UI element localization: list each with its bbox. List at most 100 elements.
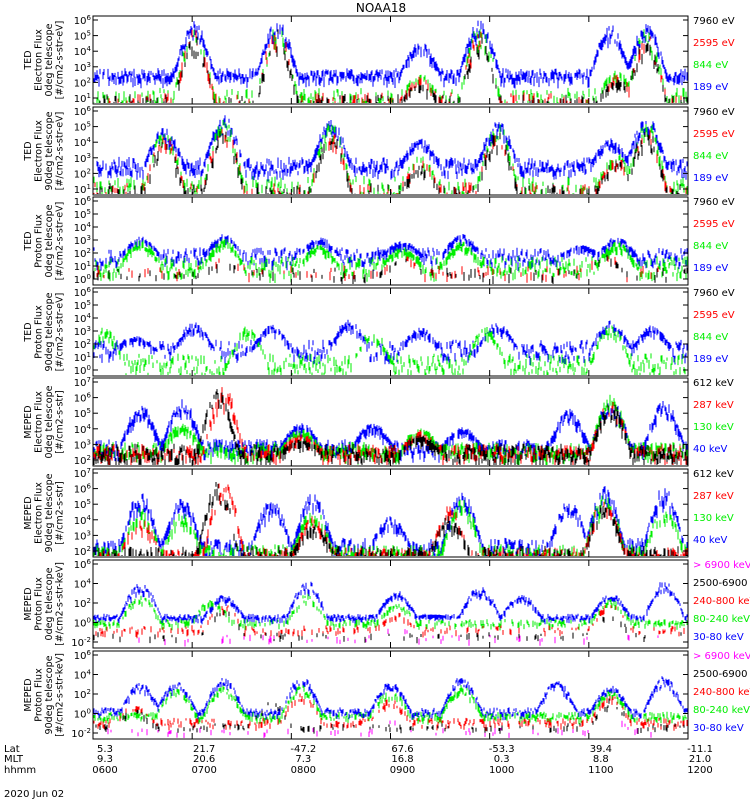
y-axis-label-line: Proton Flux bbox=[34, 214, 45, 268]
axis-lat-value: -47.2 bbox=[290, 744, 316, 755]
legend-entry: 130 keV bbox=[693, 422, 734, 433]
legend: 7960 eV 2595 eV 844 eV 189 eV bbox=[693, 16, 735, 93]
y-axis-label-line: Proton Flux bbox=[34, 305, 45, 359]
y-tick-label: 106 bbox=[74, 649, 92, 662]
y-axis-label: TEDElectron Flux0deg telescope[#/cm2-s-s… bbox=[23, 21, 66, 100]
y-tick-label: 102 bbox=[74, 338, 91, 351]
legend-entry: 189 eV bbox=[693, 173, 728, 184]
y-tick-label: 101 bbox=[74, 92, 91, 105]
y-tick-label: 104 bbox=[74, 578, 92, 591]
axis-lat-value: -53.3 bbox=[489, 744, 515, 755]
legend-entry: 287 keV bbox=[693, 400, 734, 411]
legend-entry: 240-800 keV bbox=[693, 687, 750, 698]
y-tick-label: 104 bbox=[74, 514, 92, 527]
axis-hhmm-value: 1100 bbox=[588, 765, 613, 776]
y-tick-label: 100 bbox=[74, 273, 91, 286]
series-0 bbox=[92, 676, 688, 721]
legend: > 6900 keV 2500-6900 240-800 keV 80-240 keV… bbox=[693, 651, 750, 734]
y-axis-label-line: 90deg telescope bbox=[44, 655, 55, 734]
y-tick-label: 102 bbox=[74, 545, 91, 558]
series-trace bbox=[93, 254, 688, 284]
y-tick-label: 10-2 bbox=[71, 636, 91, 649]
y-tick-label: 107 bbox=[74, 467, 91, 480]
y-axis-label-line: 90deg telescope bbox=[44, 111, 55, 190]
y-tick-label: 103 bbox=[74, 438, 91, 451]
series-0 bbox=[96, 115, 688, 182]
panel-meped-p-90: 10-2 100 102 104 106 MEPEDProton Flux90deg te… bbox=[23, 649, 750, 740]
y-axis-label: TEDProton Flux0deg telescope[#/cm2-s-str… bbox=[23, 202, 66, 281]
legend-entry: 7960 eV bbox=[693, 288, 735, 299]
y-axis-label-line: 90deg telescope bbox=[44, 473, 55, 552]
legend: 7960 eV 2595 eV 844 eV 189 eV bbox=[693, 197, 735, 274]
y-tick-label: 103 bbox=[74, 529, 91, 542]
series-2 bbox=[96, 256, 659, 283]
y-axis-label-line: 0deg telescope bbox=[44, 385, 55, 458]
legend: 7960 eV 2595 eV 844 eV 189 eV bbox=[693, 288, 735, 365]
series-1 bbox=[93, 29, 688, 103]
y-axis-label-line: 0deg telescope bbox=[44, 567, 55, 640]
y-tick-label: 106 bbox=[74, 392, 92, 405]
series-4 bbox=[107, 720, 652, 738]
series-1 bbox=[93, 325, 686, 375]
y-tick-label: 104 bbox=[74, 312, 92, 325]
y-tick-label: 105 bbox=[74, 30, 91, 43]
y-axis-label-line: Electron Flux bbox=[34, 120, 45, 182]
axis-hhmm-value: 1200 bbox=[687, 765, 712, 776]
axis-mlt-value: 9.3 bbox=[97, 754, 113, 765]
y-tick-label: 103 bbox=[74, 234, 91, 247]
y-tick-label: 106 bbox=[74, 483, 92, 496]
axis-lat-value: -11.1 bbox=[687, 744, 713, 755]
series-trace bbox=[138, 628, 659, 647]
axis-mlt-value: 7.3 bbox=[295, 754, 311, 765]
y-axis-label-line: [#/cm2-s-str-eV] bbox=[55, 202, 66, 281]
y-axis-label: MEPEDElectron Flux0deg telescope[#/cm2-s… bbox=[23, 385, 66, 458]
y-axis-label-line: MEPED bbox=[23, 678, 34, 711]
axis-lat-value: 39.4 bbox=[590, 744, 612, 755]
legend-entry: 240-800 keV bbox=[693, 596, 750, 607]
series-trace bbox=[92, 20, 688, 89]
y-tick-label: 104 bbox=[74, 221, 92, 234]
legend: 612 keV 287 keV 130 keV 40 keV bbox=[693, 469, 734, 546]
legend-entry: 2500-6900 bbox=[693, 669, 748, 680]
y-axis-label-line: [#/cm2-s-str-keV] bbox=[55, 653, 66, 737]
y-tick-label: 102 bbox=[74, 597, 91, 610]
legend: > 6900 keV 2500-6900 240-800 keV 80-240 keV… bbox=[693, 560, 750, 643]
y-tick-label: 106 bbox=[74, 14, 92, 27]
legend: 7960 eV 2595 eV 844 eV 189 eV bbox=[693, 107, 735, 184]
legend-entry: 844 eV bbox=[693, 332, 728, 343]
legend-entry: 7960 eV bbox=[693, 107, 735, 118]
y-tick-label: 104 bbox=[74, 669, 92, 682]
y-axis-label-line: TED bbox=[23, 141, 34, 161]
series-3 bbox=[93, 254, 688, 284]
y-axis-label-line: TED bbox=[23, 231, 34, 251]
legend-entry: 612 keV bbox=[693, 469, 734, 480]
legend-entry: 844 eV bbox=[693, 241, 728, 252]
series-trace bbox=[92, 238, 688, 283]
y-axis-label-line: [#/cm2-s-str] bbox=[55, 390, 66, 453]
y-axis-label: MEPEDProton Flux90deg telescope[#/cm2-s-… bbox=[23, 653, 66, 737]
series-trace bbox=[92, 676, 688, 721]
figure-title: NOAA18 bbox=[356, 1, 406, 15]
y-tick-label: 102 bbox=[74, 76, 91, 89]
y-tick-label: 103 bbox=[74, 61, 91, 74]
axis-hhmm-value: 0900 bbox=[390, 765, 415, 776]
y-axis-label: MEPEDProton Flux0deg telescope[#/cm2-s-s… bbox=[23, 562, 66, 646]
legend-entry: > 6900 keV bbox=[693, 560, 750, 571]
y-axis-label-line: [#/cm2-s-str-eV] bbox=[55, 21, 66, 100]
y-axis-label-line: Proton Flux bbox=[34, 577, 45, 631]
axis-hhmm-value: 1000 bbox=[489, 765, 514, 776]
y-tick-label: 102 bbox=[74, 167, 91, 180]
y-axis-label-line: TED bbox=[23, 50, 34, 70]
series-trace bbox=[93, 129, 687, 194]
y-axis-label-line: [#/cm2-s-str-eV] bbox=[55, 293, 66, 372]
legend-entry: 844 eV bbox=[693, 60, 728, 71]
legend-entry: 189 eV bbox=[693, 263, 728, 274]
series-3 bbox=[95, 698, 685, 734]
axis-lat-value: 21.7 bbox=[193, 744, 215, 755]
legend-entry: 130 keV bbox=[693, 513, 734, 524]
y-tick-label: 104 bbox=[74, 45, 92, 58]
